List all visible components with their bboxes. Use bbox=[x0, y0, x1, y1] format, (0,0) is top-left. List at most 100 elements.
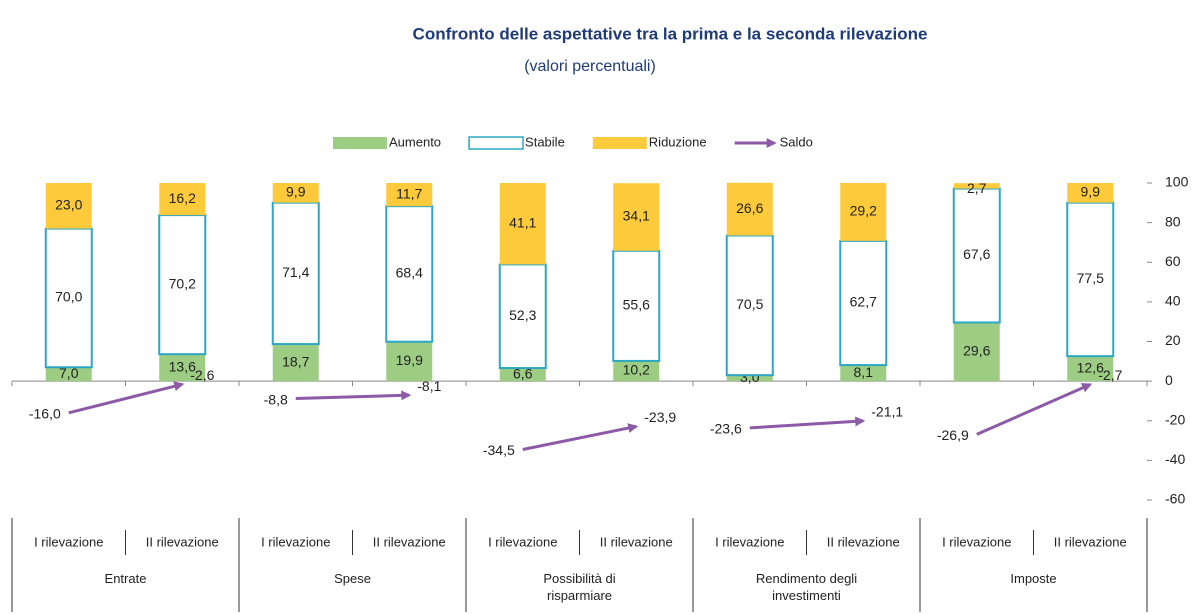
data-label: 29,6 bbox=[963, 343, 990, 359]
bar-segment bbox=[612, 249, 661, 362]
group-label: Entrate bbox=[104, 571, 147, 586]
x-tick-label: II rilevazione bbox=[600, 534, 673, 549]
y-tick-label: 0 bbox=[1165, 372, 1173, 388]
y-tick-label: 60 bbox=[1165, 253, 1181, 269]
saldo-label: -21,1 bbox=[871, 404, 903, 420]
data-label: 8,1 bbox=[854, 364, 874, 380]
saldo-label: -16,0 bbox=[29, 406, 61, 422]
chart-title: Confronto delle aspettative tra la prima… bbox=[413, 24, 928, 43]
bar-segment bbox=[953, 183, 1000, 189]
y-tick-label: 20 bbox=[1165, 332, 1181, 348]
data-label: 62,7 bbox=[850, 294, 877, 310]
bar-segment bbox=[1067, 183, 1114, 203]
legend-label: Aumento bbox=[389, 134, 441, 149]
bar-segment bbox=[1067, 356, 1114, 382]
data-label: 6,6 bbox=[513, 365, 533, 381]
bar-segment bbox=[613, 183, 660, 251]
data-label: 7,0 bbox=[59, 365, 79, 381]
y-tick-label: 80 bbox=[1165, 213, 1181, 229]
data-label: 19,9 bbox=[396, 352, 423, 368]
saldo-arrow bbox=[295, 390, 412, 401]
bar-segment bbox=[726, 182, 773, 236]
saldo-label: -23,9 bbox=[644, 409, 676, 425]
data-label: 9,9 bbox=[286, 184, 306, 200]
chart-subtitle: (valori percentuali) bbox=[524, 58, 656, 75]
x-tick-label: I rilevazione bbox=[261, 534, 330, 549]
saldo-label: -2,7 bbox=[1098, 367, 1122, 383]
data-label: 68,4 bbox=[396, 265, 423, 281]
saldo-label: -34,5 bbox=[483, 442, 515, 458]
x-tick-label: II rilevazione bbox=[827, 534, 900, 549]
x-tick-label: II rilevazione bbox=[146, 534, 219, 549]
bar-segment bbox=[45, 367, 92, 382]
data-label: 2,7 bbox=[967, 180, 987, 196]
bar-segment bbox=[726, 375, 773, 382]
y-tick-label: 100 bbox=[1165, 174, 1189, 190]
saldo-arrow bbox=[68, 381, 185, 415]
y-tick-label: -40 bbox=[1165, 451, 1185, 467]
data-label: 77,5 bbox=[1077, 270, 1104, 286]
bar-segment bbox=[1066, 201, 1115, 358]
group-label: Imposte bbox=[1010, 571, 1057, 586]
bar-segment bbox=[272, 344, 319, 382]
bar-segment bbox=[952, 187, 1001, 324]
x-tick-label: II rilevazione bbox=[373, 534, 446, 549]
group-label: Rendimento degli investimenti bbox=[755, 571, 858, 603]
group-label: Spese bbox=[334, 571, 371, 586]
x-tick-label: I rilevazione bbox=[942, 534, 1011, 549]
bar-segment bbox=[44, 227, 93, 369]
data-label: 55,6 bbox=[623, 297, 650, 313]
bar-segment bbox=[159, 354, 206, 382]
y-tick-label: 40 bbox=[1165, 293, 1181, 309]
saldo-label: -8,8 bbox=[264, 391, 288, 407]
bar-segment bbox=[272, 183, 319, 203]
bar-segment bbox=[840, 183, 887, 241]
bar-segment bbox=[498, 263, 547, 370]
data-label: 26,6 bbox=[736, 200, 763, 216]
bar-segment bbox=[839, 239, 888, 367]
data-label: 13,6 bbox=[169, 358, 196, 374]
group-label: Possibilità di risparmiare bbox=[543, 571, 616, 603]
bar-segment bbox=[725, 234, 774, 377]
bar-segment bbox=[840, 365, 887, 382]
legend-swatch bbox=[592, 137, 647, 149]
saldo-arrow bbox=[522, 423, 639, 451]
saldo-label: -8,1 bbox=[417, 378, 441, 394]
data-label: 9,9 bbox=[1081, 184, 1101, 200]
bar-segment bbox=[386, 341, 433, 382]
x-tick-label: I rilevazione bbox=[34, 534, 103, 549]
data-label: 12,6 bbox=[1077, 359, 1104, 375]
saldo-arrow bbox=[749, 416, 866, 430]
bar-segment bbox=[953, 322, 1000, 382]
bar-segment bbox=[159, 183, 206, 216]
data-label: 71,4 bbox=[282, 264, 309, 280]
bar-segment bbox=[386, 183, 433, 207]
x-tick-label: II rilevazione bbox=[1054, 534, 1127, 549]
saldo-label: -23,6 bbox=[710, 421, 742, 437]
data-label: 18,7 bbox=[282, 353, 309, 369]
saldo-arrow bbox=[976, 383, 1093, 436]
x-tick-label: I rilevazione bbox=[715, 534, 784, 549]
bar-segment bbox=[271, 201, 320, 346]
data-label: 67,6 bbox=[963, 246, 990, 262]
saldo-label: -26,9 bbox=[937, 427, 969, 443]
x-tick-label: I rilevazione bbox=[488, 534, 557, 549]
data-label: 23,0 bbox=[55, 196, 82, 212]
bar-segment bbox=[385, 205, 434, 343]
data-label: 11,7 bbox=[396, 185, 422, 201]
data-label: 70,2 bbox=[169, 275, 196, 291]
data-label: 34,1 bbox=[623, 208, 650, 224]
saldo-label: -2,6 bbox=[190, 367, 214, 383]
legend-swatch bbox=[333, 137, 387, 149]
data-label: 70,0 bbox=[55, 289, 82, 305]
y-tick-label: -20 bbox=[1165, 411, 1185, 427]
data-label: 16,2 bbox=[169, 190, 196, 206]
data-label: 10,2 bbox=[623, 362, 650, 378]
data-label: 41,1 bbox=[509, 214, 536, 230]
bar-segment bbox=[499, 183, 546, 265]
legend-label: Riduzione bbox=[649, 134, 707, 149]
y-tick-label: -60 bbox=[1165, 491, 1185, 507]
legend-swatch bbox=[468, 136, 524, 150]
